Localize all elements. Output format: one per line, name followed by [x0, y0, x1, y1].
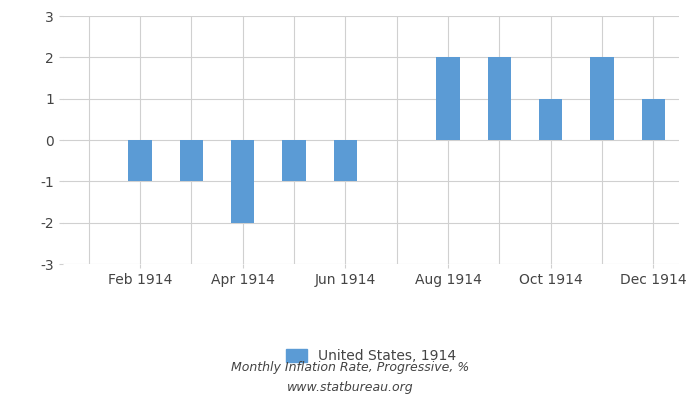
- Bar: [590, 57, 613, 140]
- Bar: [539, 99, 562, 140]
- Bar: [282, 140, 305, 181]
- Bar: [437, 57, 459, 140]
- Bar: [129, 140, 151, 181]
- Legend: United States, 1914: United States, 1914: [281, 344, 461, 369]
- Bar: [180, 140, 203, 181]
- Bar: [231, 140, 254, 223]
- Bar: [642, 99, 665, 140]
- Bar: [488, 57, 511, 140]
- Text: www.statbureau.org: www.statbureau.org: [287, 382, 413, 394]
- Bar: [334, 140, 357, 181]
- Text: Monthly Inflation Rate, Progressive, %: Monthly Inflation Rate, Progressive, %: [231, 362, 469, 374]
